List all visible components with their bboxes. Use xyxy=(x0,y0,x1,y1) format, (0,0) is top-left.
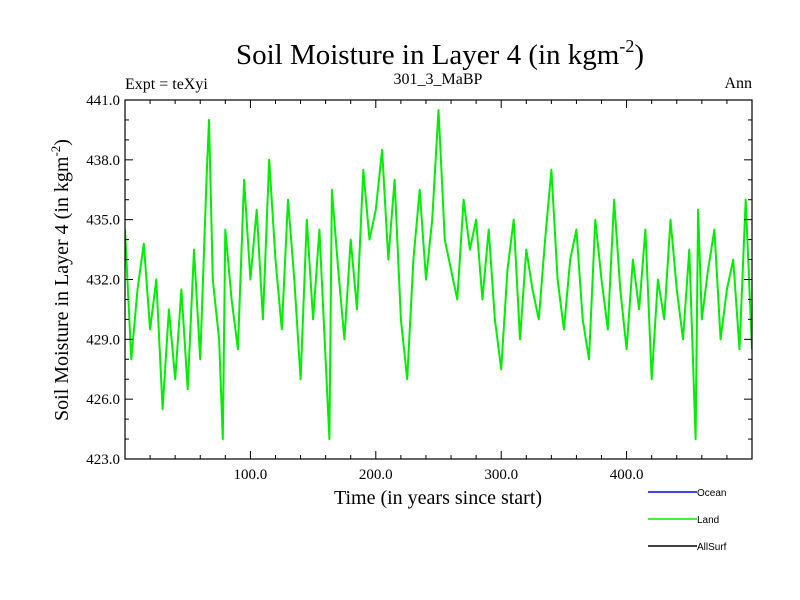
y-tick-label: 438.0 xyxy=(86,153,120,169)
chart-title: Soil Moisture in Layer 4 (in kgm-2) xyxy=(236,36,644,71)
subtitle-right: Ann xyxy=(724,75,752,92)
y-tick-label: 441.0 xyxy=(86,93,120,109)
y-axis-ticks: 423.0 426.0 429.0 432.0 435.0 438.0 441.0 xyxy=(86,93,752,468)
x-tick-label: 200.0 xyxy=(359,467,393,483)
y-tick-label: 429.0 xyxy=(86,332,120,348)
subtitle-center: 301_3_MaBP xyxy=(394,71,483,88)
legend: Ocean Land AllSurf xyxy=(648,488,727,553)
plot-area: 100.0 200.0 300.0 400.0 423.0 426.0 429.0 432.… xyxy=(86,93,753,483)
y-tick-label: 435.0 xyxy=(86,213,120,229)
x-axis-label: Time (in years since start) xyxy=(334,487,542,509)
series-line-land xyxy=(125,109,752,441)
legend-label-land: Land xyxy=(697,515,719,526)
legend-label-ocean: Ocean xyxy=(697,488,726,499)
legend-label-allsurf: AllSurf xyxy=(697,542,727,553)
y-tick-label: 432.0 xyxy=(86,273,120,289)
subtitle-left: Expt = teXyi xyxy=(125,76,208,93)
x-tick-label: 300.0 xyxy=(484,467,518,483)
x-tick-label: 400.0 xyxy=(610,467,644,483)
y-tick-label: 423.0 xyxy=(86,452,120,468)
series-layer xyxy=(125,109,752,441)
x-tick-label: 100.0 xyxy=(234,467,268,483)
x-axis-ticks: 100.0 200.0 300.0 400.0 xyxy=(149,100,728,483)
y-tick-label: 426.0 xyxy=(86,392,120,408)
y-axis-label: Soil Moisture in Layer 4 (in kgm-2) xyxy=(48,139,73,421)
